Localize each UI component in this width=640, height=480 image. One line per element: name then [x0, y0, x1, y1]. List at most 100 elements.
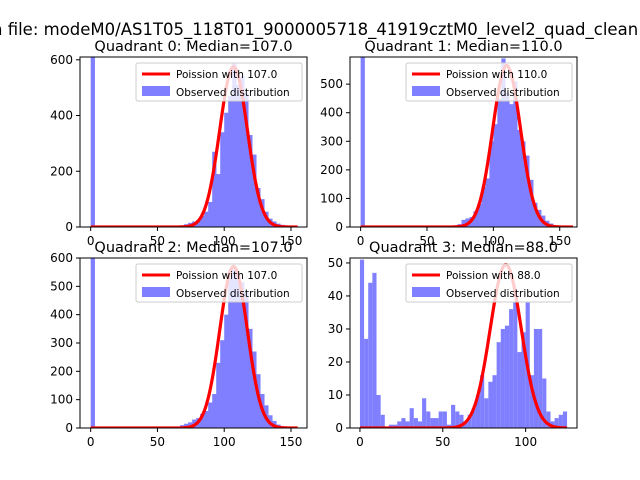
y-tick-label: 200	[50, 364, 73, 378]
y-tick-label: 20	[328, 355, 343, 369]
histogram-bar	[216, 174, 221, 227]
histogram-bar	[240, 282, 245, 428]
histogram-bar	[204, 211, 209, 227]
histogram-bar	[525, 155, 530, 227]
plot-content	[359, 57, 574, 227]
histogram-bar	[481, 187, 486, 227]
histogram-bar	[252, 351, 257, 428]
histogram-bar	[477, 204, 482, 227]
histogram-bar	[504, 325, 510, 428]
histogram-bar	[248, 328, 253, 428]
histogram-bar	[200, 413, 205, 428]
axes-frame	[349, 56, 578, 228]
poisson-curve	[359, 63, 574, 227]
histogram-bar	[220, 132, 225, 227]
histogram-bar	[493, 124, 498, 227]
histogram-bar	[546, 411, 551, 428]
histogram-bar	[471, 408, 476, 428]
histogram-bar	[360, 57, 365, 227]
y-tick-label: 200	[50, 164, 73, 178]
histogram-bar	[509, 104, 514, 227]
x-tick-label: 50	[435, 435, 450, 449]
legend-bar-swatch	[142, 287, 170, 297]
histogram-bar	[216, 362, 221, 428]
histogram-bar	[497, 98, 502, 227]
histogram-bar	[496, 342, 501, 428]
histogram-bar	[236, 84, 241, 227]
histogram-bar	[488, 381, 493, 428]
histogram-bar	[248, 135, 253, 227]
y-tick-label: 30	[328, 322, 343, 336]
histogram-bar	[405, 421, 410, 428]
poisson-curve	[89, 264, 299, 428]
histogram-bar	[501, 58, 506, 227]
histogram-bar	[184, 423, 189, 428]
histogram-bar	[485, 178, 490, 227]
y-tick-label: 300	[50, 336, 73, 350]
histogram-bar	[558, 414, 563, 428]
histogram-bar	[489, 141, 494, 227]
histogram-bar	[521, 141, 526, 227]
histogram-bar	[438, 411, 443, 428]
histogram-bar	[244, 292, 249, 428]
histogram-bar	[554, 418, 559, 428]
y-tick-label: 500	[50, 279, 73, 293]
histogram-bar	[533, 328, 539, 428]
histogram-bar	[212, 151, 217, 227]
legend-label-poisson: Poission with 88.0	[446, 270, 541, 282]
x-tick-label: 150	[280, 234, 303, 248]
legend-label-poisson: Poission with 107.0	[176, 69, 277, 81]
legend-bar-swatch	[142, 86, 170, 96]
histogram-bar	[529, 179, 534, 227]
histogram-bar	[397, 421, 402, 428]
histogram-bar	[455, 411, 460, 428]
histogram-bar	[236, 273, 241, 428]
y-tick-label: 400	[50, 308, 73, 322]
histogram-bar	[533, 202, 538, 227]
x-tick-label: 100	[482, 234, 505, 248]
histogram-bar	[521, 332, 526, 428]
x-tick-label: 50	[150, 435, 165, 449]
histogram-bar	[244, 93, 249, 227]
subplot-quadrant-0: 0 50 100 150 0 200 400 600 Quadrant 0: Median=10…	[50, 39, 308, 248]
legend-label-observed: Observed distribution	[176, 288, 290, 300]
x-tick-label: 0	[87, 234, 95, 248]
histogram-bar	[212, 394, 217, 428]
histogram-bar	[517, 129, 522, 227]
histogram-bar	[368, 282, 373, 428]
x-tick-label: 0	[87, 435, 95, 449]
histogram-bar	[224, 112, 229, 227]
y-tick-label: 10	[328, 388, 343, 402]
y-tick-label: 200	[320, 163, 343, 177]
plot-content	[89, 258, 299, 428]
histogram-bar	[364, 338, 369, 428]
legend-bar-swatch	[412, 86, 440, 96]
histogram-bar	[240, 76, 245, 227]
histogram-bar	[401, 418, 406, 428]
histogram-bar	[409, 408, 414, 428]
y-tick-label: 100	[320, 191, 343, 205]
legend-frame	[135, 263, 303, 303]
figure-suptitle: n file: modeM0/AS1T05_118T01_9000005718_…	[0, 20, 638, 40]
y-tick-label: 0	[335, 220, 343, 234]
legend-label-poisson: Poission with 107.0	[176, 270, 277, 282]
histogram-bar	[459, 414, 464, 428]
subplot-title: Quadrant 0: Median=107.0	[94, 39, 292, 55]
histogram-bar	[463, 421, 468, 428]
histogram-bar	[90, 258, 95, 428]
histogram-bar	[359, 259, 365, 428]
histogram-bar	[228, 96, 233, 227]
histogram-bar	[542, 378, 547, 428]
y-tick-label: 600	[50, 251, 73, 265]
poisson-curve	[359, 263, 568, 428]
histogram-bar	[500, 328, 505, 428]
histogram-bar	[204, 411, 209, 428]
histogram-bar	[372, 272, 377, 428]
x-tick-label: 100	[213, 234, 236, 248]
histogram-bar	[393, 424, 398, 428]
histogram-bar	[473, 211, 478, 227]
histogram-bar	[517, 352, 522, 428]
plot-content	[359, 259, 568, 428]
